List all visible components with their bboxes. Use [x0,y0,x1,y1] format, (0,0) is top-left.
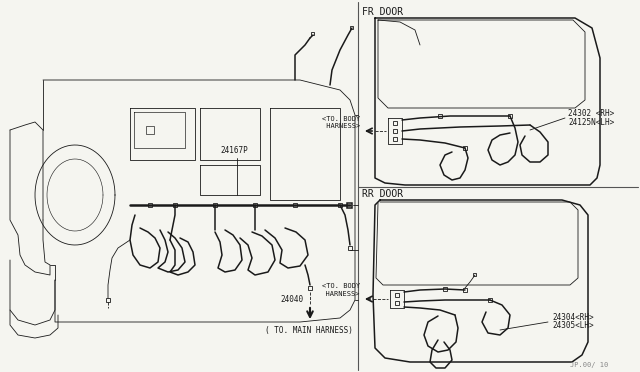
Bar [488,298,492,302]
Bar [148,203,152,207]
Bar [348,202,353,208]
Bar [438,114,442,118]
Text: RR DOOR: RR DOOR [362,189,403,199]
Text: <TO. BODY
 HARNESS>: <TO. BODY HARNESS> [322,115,360,128]
Text: 24125N<LH>: 24125N<LH> [568,118,614,126]
Text: <TO. BODY
  HARNESS>: <TO. BODY HARNESS> [317,283,360,296]
Text: 24302 <RH>: 24302 <RH> [568,109,614,118]
Bar [395,293,399,297]
Bar [338,203,342,207]
Bar [474,273,477,276]
Bar [173,203,177,207]
Bar [393,121,397,125]
Bar [351,26,353,29]
Bar [312,32,314,35]
Text: JP.00/ 10: JP.00/ 10 [570,362,608,368]
Bar [253,203,257,207]
Bar [293,203,297,207]
Bar [308,286,312,290]
Bar [463,288,467,292]
Text: 24305<LH>: 24305<LH> [552,321,594,330]
Bar [444,287,447,291]
Bar [463,146,467,150]
Text: ( TO. MAIN HARNESS): ( TO. MAIN HARNESS) [265,326,353,334]
Text: 24040: 24040 [280,295,303,305]
Bar [393,129,397,133]
Text: 24304<RH>: 24304<RH> [552,312,594,321]
Bar [508,114,512,118]
Bar [395,301,399,305]
Text: 24167P: 24167P [220,145,248,154]
Bar [106,298,110,302]
Text: FR DOOR: FR DOOR [362,7,403,17]
Bar [146,126,154,134]
Bar [348,246,352,250]
Bar [393,137,397,141]
Bar [213,203,217,207]
